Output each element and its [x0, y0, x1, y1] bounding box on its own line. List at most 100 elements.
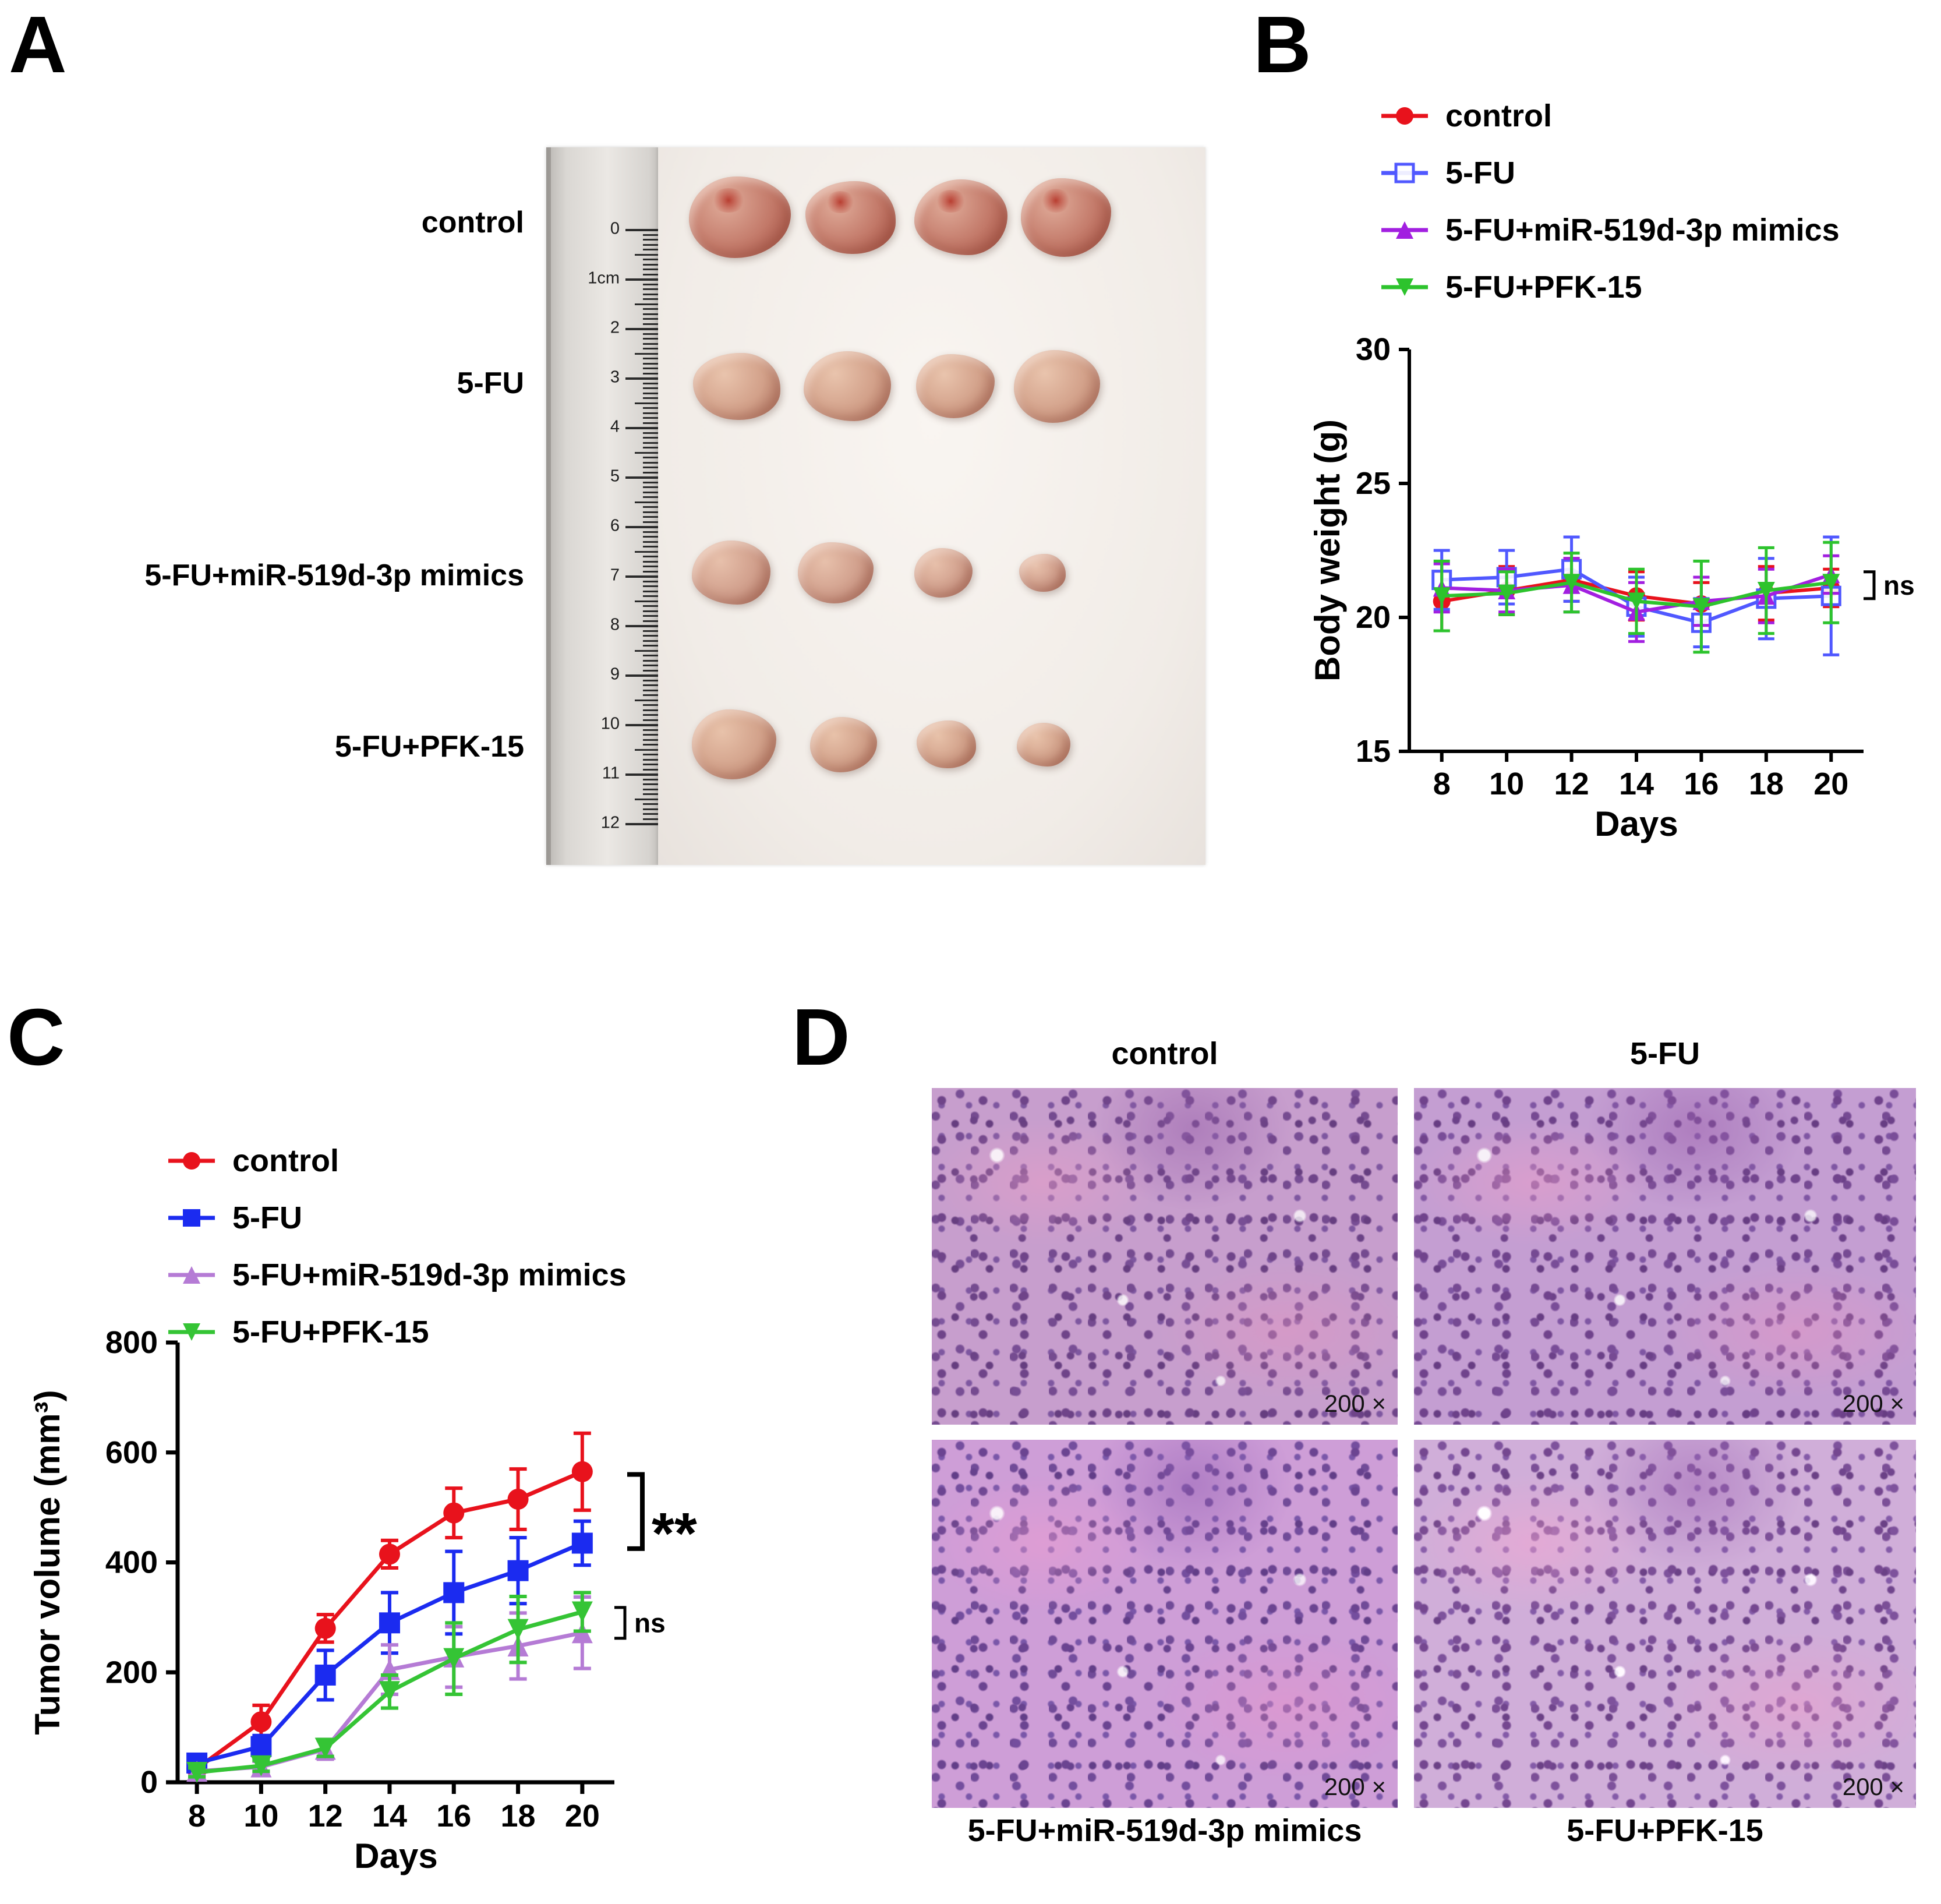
ruler-minor-tick [635, 253, 658, 256]
legend-marker-5-fu [168, 1209, 215, 1227]
ruler-minor-tick [643, 734, 658, 736]
significance-bracket [1864, 570, 1876, 600]
ruler-minor-tick [643, 362, 658, 365]
legend-marker-control [1381, 107, 1428, 125]
panel-c-letter: C [7, 992, 65, 1082]
ruler-minor-tick [643, 580, 658, 582]
tumor-photo [658, 147, 1205, 865]
ruler-number: 0 [610, 219, 620, 238]
ruler-minor-tick [643, 447, 658, 448]
ruler-minor-tick [643, 308, 658, 310]
ruler-minor-tick [643, 714, 658, 716]
legend-marker-5-fu-mir-519d-3p-mimics [1381, 221, 1428, 239]
significance-label: ns [1883, 570, 1915, 600]
ruler-number: 9 [610, 665, 620, 684]
ruler-minor-tick [643, 709, 658, 711]
tumor-spot [711, 188, 746, 213]
series-5-fu [186, 1519, 593, 1774]
legend-label: 5-FU+miR-519d-3p mimics [1445, 213, 1840, 248]
ruler-minor-tick [643, 496, 658, 498]
ruler-minor-tick [643, 546, 658, 547]
tumor-row2-col1 [693, 352, 780, 420]
legend-item-5-fu: 5-FU [1379, 155, 1840, 191]
ruler-number: 8 [610, 615, 620, 634]
tumor-spot [825, 191, 856, 213]
ruler-minor-tick [643, 273, 658, 275]
tumor-row4-col2 [809, 716, 877, 772]
ruler-minor-tick [643, 719, 658, 721]
ruler-minor-tick [643, 595, 658, 597]
chart-text: Days [354, 1836, 437, 1875]
ruler-minor-tick [643, 511, 658, 513]
legend-label: control [1445, 98, 1552, 133]
ruler-number: 5 [610, 467, 620, 486]
ruler-minor-tick [643, 689, 658, 691]
ruler-number: 11 [602, 764, 620, 783]
ruler-minor-tick [643, 783, 658, 785]
magnification-label: 200 × [1324, 1773, 1386, 1800]
significance-label: ** [652, 1501, 697, 1566]
significance-bracket [614, 1606, 627, 1640]
body-weight-chart: 15 20 25 30 8 10 12 14 16 18 20 Days Body weight (g)… [1310, 332, 1915, 843]
ruler-major-tick [625, 476, 658, 479]
ruler-minor-tick [643, 570, 658, 573]
tumor-row-label-pfk15: 5-FU+PFK-15 [334, 730, 524, 764]
tumor-volume-legend: control 5-FU 5-FU+miR-519d-3p mimics 5-FU+P… [166, 1143, 627, 1350]
ruler-minor-tick [643, 259, 658, 260]
chart-text: 18 [501, 1799, 536, 1834]
chart-text: 20 [1356, 600, 1391, 635]
ruler-minor-tick [643, 620, 658, 622]
ruler-major-tick [625, 674, 658, 677]
ruler-minor-tick [643, 521, 658, 523]
tumor-row2-col2 [804, 351, 891, 421]
ruler-edge [546, 147, 551, 865]
ruler-minor-tick [643, 412, 658, 414]
legend-item-5-fu-mir-519d-3p-mimics: 5-FU+miR-519d-3p mimics [1379, 212, 1840, 248]
ruler-minor-tick [643, 610, 658, 612]
ruler-major-tick [625, 377, 658, 380]
ruler-major-tick [625, 278, 658, 281]
chart-text: 10 [1489, 766, 1524, 801]
tumor-row4-col3 [917, 720, 976, 768]
chart-text: 14 [1619, 766, 1654, 801]
ruler-minor-tick [643, 635, 658, 637]
tumor-row-label-mimics: 5-FU+miR-519d-3p mimics [144, 559, 524, 592]
ruler-minor-tick [643, 758, 658, 761]
series-5-fu-pfk-15 [186, 1591, 593, 1783]
ruler-minor-tick [643, 457, 658, 458]
ruler-minor-tick [643, 585, 658, 587]
ruler-minor-tick [643, 605, 658, 607]
ruler-major-tick [625, 328, 658, 330]
legend-marker-control [168, 1152, 215, 1170]
ruler-minor-tick [643, 432, 658, 434]
ruler-number: 10 [600, 714, 620, 733]
ruler-minor-tick [643, 417, 658, 419]
ruler-minor-tick [643, 556, 658, 557]
ruler-minor-tick [643, 249, 658, 250]
ruler-minor-tick [643, 441, 658, 444]
legend-label: 5-FU [1445, 156, 1515, 190]
ruler-minor-tick [643, 793, 658, 795]
chart-text: 400 [105, 1545, 158, 1580]
ruler-minor-tick [635, 699, 658, 701]
ruler-minor-tick [643, 739, 658, 741]
magnification-label: 200 × [1324, 1390, 1386, 1417]
ruler-minor-tick [643, 778, 658, 780]
ruler-minor-tick [643, 437, 658, 439]
histology-image-control: 200 × [932, 1088, 1398, 1425]
ruler-minor-tick [643, 387, 658, 389]
ruler-major-tick [625, 724, 658, 726]
ruler-minor-tick [643, 234, 658, 236]
ruler-minor-tick [635, 402, 658, 404]
chart-text: 800 [105, 1325, 158, 1360]
chart-text: 8 [1433, 766, 1451, 801]
legend-item-control: control [1379, 98, 1840, 134]
ruler-minor-tick [643, 541, 658, 543]
ruler-major-tick [625, 575, 658, 578]
ruler-minor-tick [643, 704, 658, 706]
legend-label: 5-FU [232, 1200, 302, 1235]
tumor-spot [1040, 189, 1072, 213]
ruler-major-tick [625, 427, 658, 429]
ruler-minor-tick [643, 486, 658, 488]
